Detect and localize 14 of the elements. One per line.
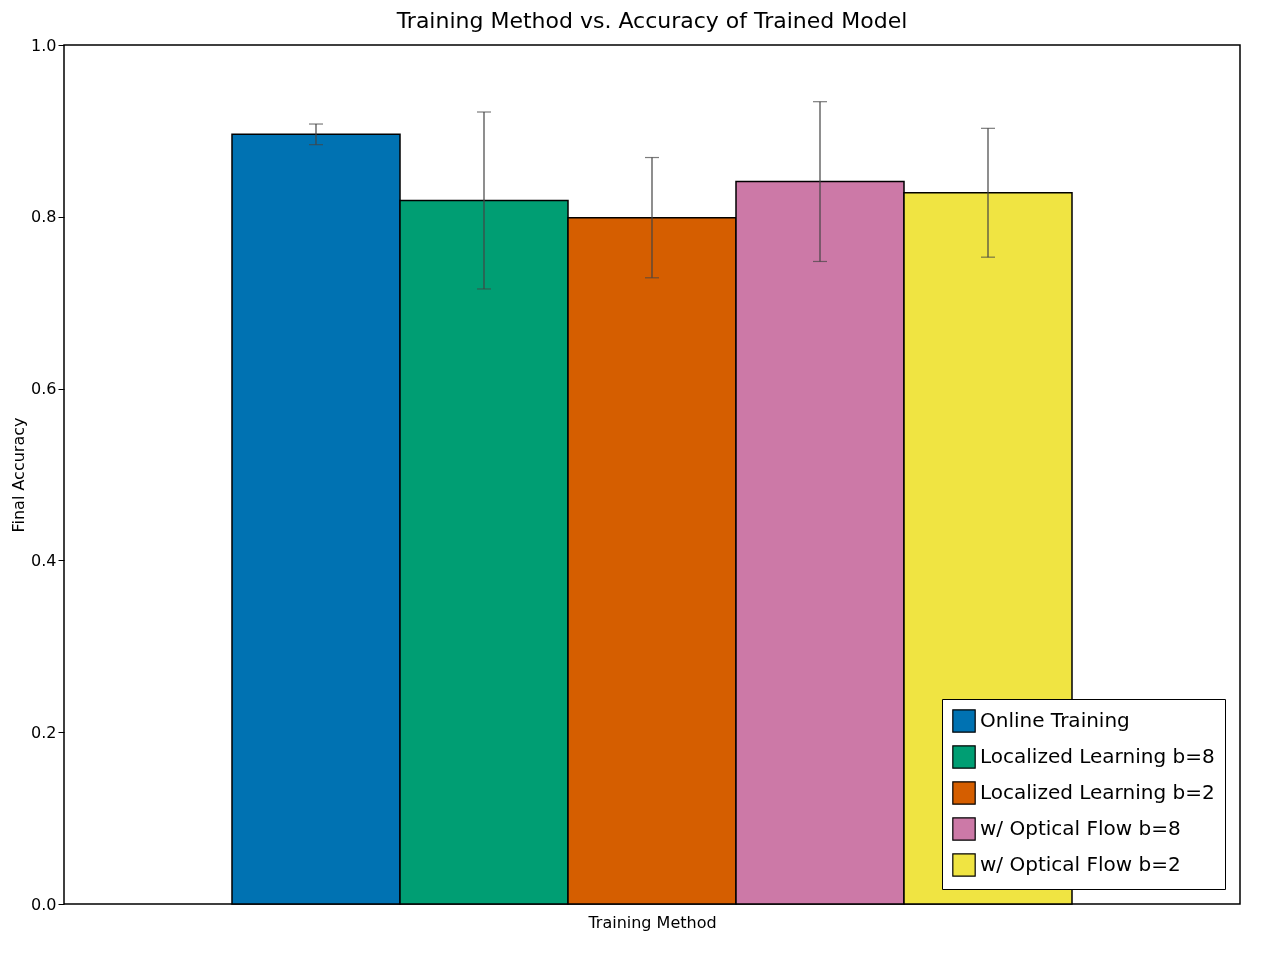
chart-title: Training Method vs. Accuracy of Trained Model — [395, 8, 908, 33]
x-axis-title: Training Method — [587, 912, 717, 932]
y-tick-label: 0.4 — [31, 550, 57, 570]
y-axis-title: Final Accuracy — [9, 417, 29, 533]
y-tick-label: 0.2 — [31, 722, 57, 742]
y-tick-label: 0.0 — [31, 894, 57, 914]
legend-label: w/ Optical Flow b=2 — [980, 852, 1181, 876]
legend-label: Online Training — [980, 708, 1130, 732]
legend-label: w/ Optical Flow b=8 — [980, 816, 1181, 840]
y-tick-label: 0.8 — [31, 207, 57, 227]
y-tick-label: 1.0 — [31, 35, 57, 55]
legend-label: Localized Learning b=2 — [980, 780, 1215, 804]
y-tick-label: 0.6 — [31, 379, 57, 399]
legend-label: Localized Learning b=8 — [980, 744, 1215, 768]
